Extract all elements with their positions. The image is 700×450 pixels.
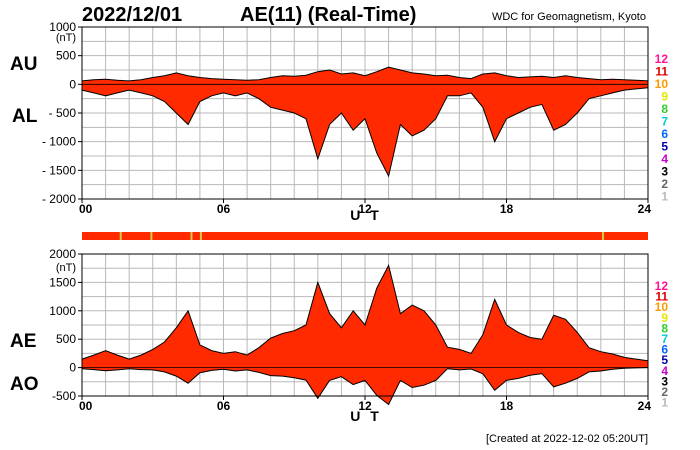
y-tick-label: 1000 [49,304,76,318]
ao-side-label: AO [10,374,39,395]
x-tick-label: 24 [638,399,652,413]
ae-ao-x-axis-label: U T [350,408,382,424]
legend-entry: 2 [661,177,668,191]
figure-title: AE(11) (Real-Time) [240,4,416,26]
legend-entry: 2 [661,385,668,399]
y-tick-label: -500 [52,389,76,403]
strip-highlight [190,232,193,240]
x-tick-label: 18 [500,399,514,413]
legend-entry: 8 [661,321,668,335]
x-tick-label: 06 [217,202,231,216]
y-tick-label: 0 [69,77,76,91]
al-side-label: AL [12,106,38,127]
au-side-label: AU [10,54,37,75]
x-tick-label: 12 [358,202,372,216]
created-timestamp: [Created at 2022-12-02 05:20UT] [486,433,648,445]
legend-entry: 11 [655,65,668,79]
y-tick-label: 500 [56,49,76,63]
legend-entry: 3 [661,374,668,388]
legend-entry: 6 [661,343,668,357]
au-al-x-axis-label: U T [350,207,382,223]
series-line-al [81,87,649,178]
strip-highlight [119,232,122,240]
ae-ao-area [81,263,649,406]
x-tick-label: 00 [79,202,93,216]
x-tick-label: 00 [79,399,93,413]
legend-entry: 11 [655,290,668,304]
x-tick-label: 06 [217,399,231,413]
series-line-ae [81,263,649,362]
station-count-strip [82,232,648,240]
legend-entry: 8 [661,102,668,116]
legend-entry: 3 [661,165,668,179]
envelope-fill [82,67,648,177]
legend-entry: 12 [655,279,669,293]
legend-entry: 7 [661,332,668,346]
y-tick-label: 2000 [49,247,76,261]
y-tick-label: 1500 [49,275,76,289]
plot-date: 2022/12/01 [82,4,182,26]
legend-entry: 4 [661,152,668,166]
x-tick-label: 12 [358,399,372,413]
legend-entry: 9 [661,90,668,104]
envelope-fill [82,265,648,405]
legend-entry: 4 [661,364,668,378]
y-tick-label: 500 [56,332,76,346]
x-tick-label: 24 [638,202,652,216]
strip-highlight [602,232,605,240]
legend-entry: 5 [661,140,668,154]
strip-bar [82,232,648,240]
strip-highlight [199,232,202,240]
series-line-au [81,66,649,82]
legend-entry: 7 [661,115,668,129]
y-tick-label: 0 [69,361,76,375]
ae-ao-plot-frame [81,253,649,397]
legend-entry: 5 [661,353,668,367]
au-al-area [81,66,649,178]
y-tick-label: - 1000 [42,135,76,149]
legend-entry: 10 [655,77,669,91]
x-tick-label: 18 [500,202,514,216]
ae-ao-unit-label: (nT) [56,262,76,274]
au-al-plot-frame [81,26,649,200]
y-tick-label: - 1500 [42,163,76,177]
y-tick-label: - 500 [49,106,77,120]
ae-side-label: AE [10,331,36,352]
au-al-unit-label: (nT) [56,32,76,44]
legend-entry: 1 [661,396,668,410]
series-line-ao [81,367,649,406]
y-tick-label: 1000 [49,20,76,34]
data-source-label: WDC for Geomagnetism, Kyoto [492,11,646,23]
legend-entry: 1 [661,190,668,204]
legend-entry: 12 [655,52,669,66]
legend-entry: 10 [655,300,669,314]
legend-entry: 6 [661,127,668,141]
y-tick-label: - 2000 [42,192,76,206]
strip-highlight [150,232,153,240]
legend-entry: 9 [661,311,668,325]
